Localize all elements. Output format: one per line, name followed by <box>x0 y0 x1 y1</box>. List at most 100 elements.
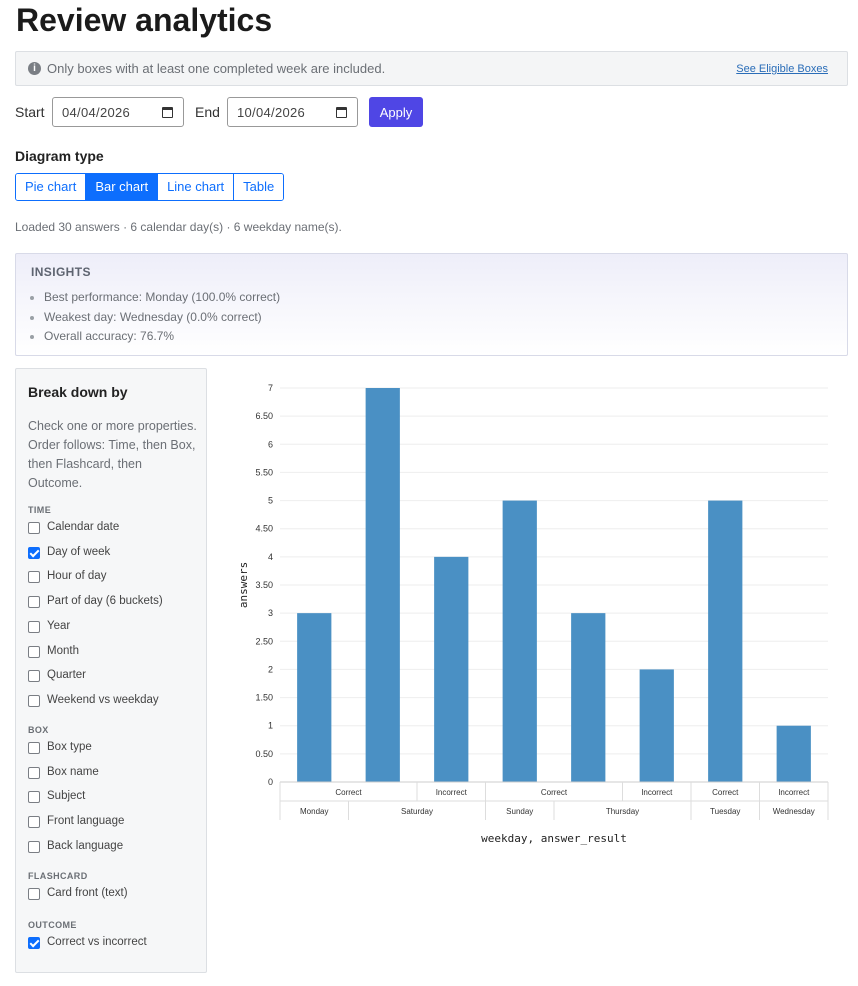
checkbox[interactable] <box>28 670 40 683</box>
option-label: Back language <box>47 839 124 852</box>
y-tick-label: 2.50 <box>255 636 273 646</box>
apply-button[interactable]: Apply <box>369 97 423 127</box>
option-label: Weekend vs weekday <box>47 693 159 706</box>
y-tick-label: 6.50 <box>255 411 273 421</box>
y-axis-label: answers <box>237 562 250 608</box>
loaded-status: Loaded 30 answers · 6 calendar day(s) · … <box>15 220 342 234</box>
bar <box>365 388 400 782</box>
checkbox[interactable] <box>28 596 40 609</box>
bar-chart: 0 0.50 1 1.50 2 2.50 3 3.50 4 4.50 5 5.50 6 6.50 7 answ… <box>230 375 840 845</box>
checkbox[interactable] <box>28 816 40 829</box>
option-label: Hour of day <box>47 570 107 583</box>
y-tick-label: 4.50 <box>255 524 273 534</box>
checkbox[interactable] <box>28 645 40 658</box>
option-label: Part of day (6 buckets) <box>47 595 163 608</box>
x-tick-label-result: Incorrect <box>778 788 810 797</box>
x-tick-label-result: Incorrect <box>436 788 468 797</box>
group-label-box: BOX <box>28 725 49 735</box>
x-tick-label-weekday: Wednesday <box>773 807 815 816</box>
x-tick-label-weekday: Sunday <box>506 807 533 816</box>
y-tick-label: 5 <box>268 496 273 506</box>
line-chart-button[interactable]: Line chart <box>157 174 234 200</box>
x-tick-label-result: Correct <box>335 788 362 797</box>
table-button[interactable]: Table <box>233 174 284 200</box>
checkbox[interactable] <box>28 694 40 707</box>
y-tick-label: 6 <box>268 439 273 449</box>
y-tick-label: 7 <box>268 383 273 393</box>
x-tick-label-result: Correct <box>541 788 568 797</box>
calendar-icon[interactable] <box>336 107 347 118</box>
x-tick-label-weekday: Thursday <box>606 807 639 816</box>
y-tick-label: 2 <box>268 664 273 674</box>
group-label-time: TIME <box>28 505 52 515</box>
start-label: Start <box>15 104 45 120</box>
bar <box>776 725 811 782</box>
calendar-icon[interactable] <box>162 107 173 118</box>
group-label-flashcard: FLASHCARD <box>28 871 88 881</box>
y-tick-label: 3.50 <box>255 580 273 590</box>
bar <box>502 500 537 782</box>
breakdown-title: Break down by <box>28 384 128 400</box>
bar-chart-button[interactable]: Bar chart <box>85 174 158 200</box>
bar <box>639 669 674 782</box>
option-label: Box type <box>47 741 92 753</box>
group-label-outcome: OUTCOME <box>28 920 77 930</box>
x-tick-label-weekday: Monday <box>300 807 328 816</box>
checkbox[interactable] <box>28 766 40 779</box>
option-label: Day of week <box>47 545 111 558</box>
page-title: Review analytics <box>16 2 273 38</box>
bar <box>434 556 469 782</box>
checkbox[interactable] <box>28 571 40 584</box>
y-tick-label: 3 <box>268 608 273 618</box>
breakdown-sidebar: Break down by Check one or more properti… <box>15 368 207 973</box>
checkbox[interactable] <box>28 937 40 949</box>
bar <box>708 500 743 782</box>
option-label: Month <box>47 644 79 657</box>
option-label: Correct vs incorrect <box>47 936 147 948</box>
bar <box>571 613 606 782</box>
insight-item: Overall accuracy: 76.7% <box>44 327 280 347</box>
bar <box>297 613 332 782</box>
checkbox[interactable] <box>28 742 40 754</box>
eligibility-notice: i Only boxes with at least one completed… <box>15 51 848 86</box>
checkbox[interactable] <box>28 522 40 534</box>
x-tick-label-result: Incorrect <box>641 788 673 797</box>
option-label: Box name <box>47 765 99 778</box>
y-tick-label: 1 <box>268 721 273 731</box>
insights-title: INSIGHTS <box>31 265 91 279</box>
diagram-type-title: Diagram type <box>15 148 104 164</box>
option-label: Quarter <box>47 669 86 682</box>
x-tick-label-weekday: Saturday <box>401 807 433 816</box>
info-icon: i <box>28 62 41 75</box>
y-tick-label: 0 <box>268 777 273 787</box>
checkbox[interactable] <box>28 791 40 804</box>
pie-chart-button[interactable]: Pie chart <box>16 174 86 200</box>
y-tick-label: 0.50 <box>255 749 273 759</box>
see-eligible-boxes-link[interactable]: See Eligible Boxes <box>736 63 828 75</box>
x-axis-label: weekday, answer_result <box>481 832 627 845</box>
x-tick-label-result: Correct <box>712 788 739 797</box>
insight-item: Weakest day: Wednesday (0.0% correct) <box>44 308 280 328</box>
x-tick-label-weekday: Tuesday <box>710 807 740 816</box>
bar-chart-svg: 0 0.50 1 1.50 2 2.50 3 3.50 4 4.50 5 5.50 6 6.50 7 answ… <box>237 383 829 845</box>
checkbox[interactable] <box>28 620 40 633</box>
end-date-input[interactable]: 10/04/2026 <box>227 97 358 127</box>
insights-panel: INSIGHTS Best performance: Monday (100.0… <box>15 253 848 356</box>
checkbox[interactable] <box>28 840 40 853</box>
option-label: Year <box>47 619 71 632</box>
insights-list: Best performance: Monday (100.0% correct… <box>28 288 280 347</box>
date-range: Start 04/04/2026 End 10/04/2026 <box>15 97 435 127</box>
option-label: Calendar date <box>47 521 120 533</box>
option-label: Subject <box>47 790 86 803</box>
breakdown-description: Check one or more properties. Order foll… <box>28 419 197 490</box>
insight-item: Best performance: Monday (100.0% correct… <box>44 288 280 308</box>
checkbox[interactable] <box>28 546 40 559</box>
start-date-input[interactable]: 04/04/2026 <box>52 97 184 127</box>
end-date-value: 10/04/2026 <box>237 105 306 120</box>
y-tick-label: 4 <box>268 552 273 562</box>
notice-text: Only boxes with at least one completed w… <box>47 61 386 76</box>
y-tick-label: 1.50 <box>255 693 273 703</box>
checkbox[interactable] <box>28 888 40 900</box>
option-label: Front language <box>47 815 125 828</box>
diagram-type-selector: Pie chart Bar chart Line chart Table <box>15 173 285 201</box>
